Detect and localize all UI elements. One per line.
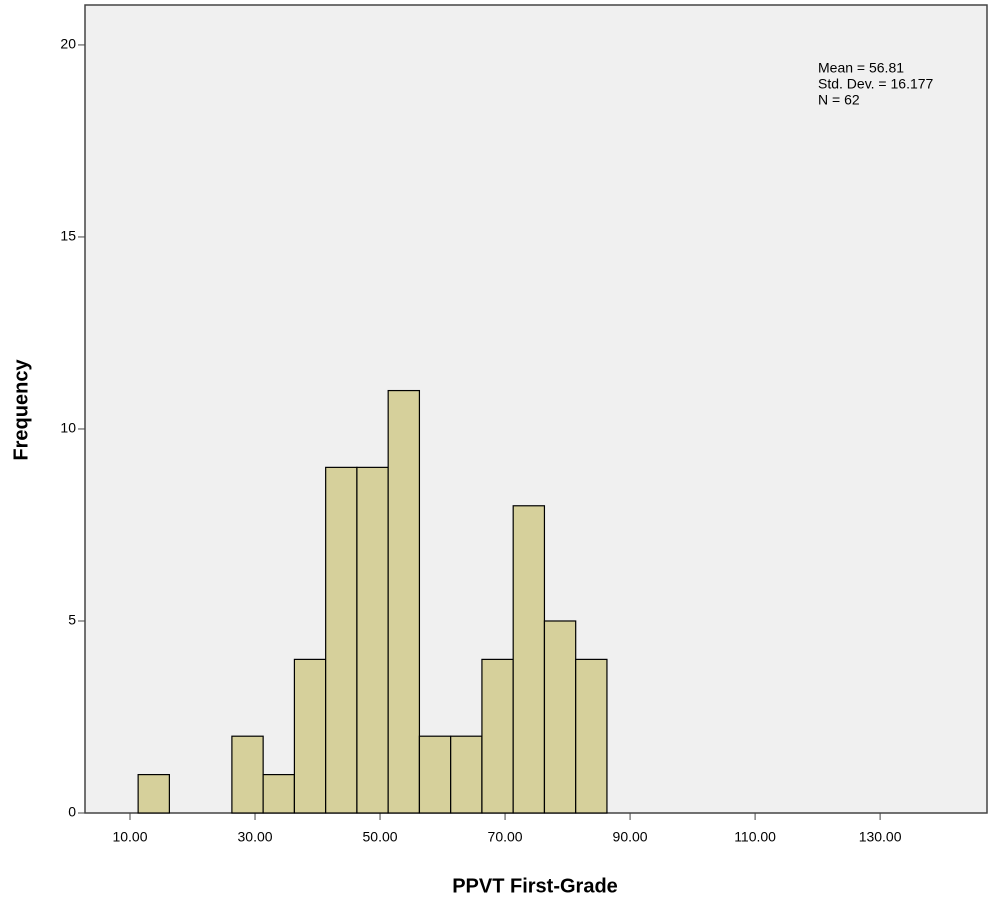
y-tick-label: 0	[68, 804, 76, 820]
bar	[543, 620, 577, 814]
y-tick-label: 15	[60, 228, 76, 244]
stats-annotation: Mean = 56.81	[818, 60, 904, 76]
x-tick-label: 130.00	[859, 829, 902, 845]
y-tick-label: 10	[60, 420, 76, 436]
x-tick-label: 30.00	[238, 829, 273, 845]
stats-annotation: Std. Dev. = 16.177	[818, 76, 934, 92]
y-tick-label: 5	[68, 612, 76, 628]
x-tick-label: 10.00	[112, 829, 147, 845]
bar	[356, 466, 389, 814]
y-tick-label: 20	[60, 36, 76, 52]
bar	[387, 389, 421, 814]
bar	[262, 773, 296, 814]
bar	[325, 466, 358, 814]
bar	[231, 735, 264, 814]
x-tick-label: 110.00	[734, 829, 776, 845]
bar	[137, 773, 170, 814]
bar	[450, 735, 483, 814]
bar	[418, 735, 452, 814]
bar	[512, 505, 546, 814]
x-tick-label: 70.00	[488, 829, 523, 845]
bar	[293, 658, 327, 814]
bar	[481, 658, 514, 814]
bar	[575, 658, 608, 814]
x-tick-label: 50.00	[363, 829, 398, 845]
x-axis-label: PPVT First-Grade	[452, 875, 618, 897]
x-tick-label: 90.00	[613, 829, 648, 845]
y-axis-label: Frequency	[10, 359, 32, 461]
stats-annotation: N = 62	[818, 92, 860, 108]
